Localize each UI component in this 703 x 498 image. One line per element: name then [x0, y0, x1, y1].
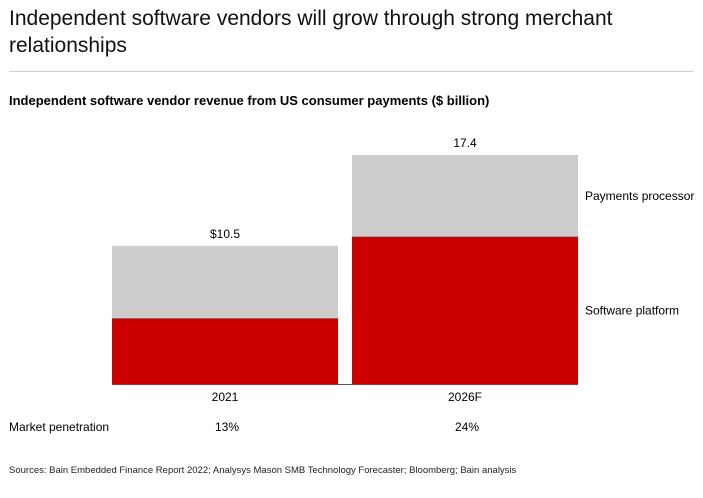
- x-tick-label-2021: 2021: [212, 390, 239, 404]
- headline: Independent software vendors will grow t…: [9, 7, 613, 57]
- bar-payments-processor-2026f: [352, 155, 578, 237]
- divider: [9, 71, 693, 72]
- x-tick-label-2026f: 2026F: [448, 390, 482, 404]
- market-penetration-value-2021: 13%: [215, 420, 240, 434]
- market-penetration-value-2026f: 24%: [455, 420, 480, 434]
- chart-title: Independent software vendor revenue from…: [9, 93, 490, 108]
- legend-label-payments-processor: Payments processor: [585, 189, 694, 203]
- total-label-2021: $10.5: [210, 227, 240, 241]
- legend-label-software-platform: Software platform: [585, 303, 679, 317]
- bar-software-platform-2021: [112, 318, 338, 384]
- source-note: Sources: Bain Embedded Finance Report 20…: [9, 465, 517, 476]
- total-label-2026f: 17.4: [453, 136, 477, 150]
- market-penetration-label: Market penetration: [9, 420, 110, 434]
- stacked-bar-chart: $10.5 2021 17.4 2026F Software platform Payme…: [112, 136, 694, 404]
- bar-software-platform-2026f: [352, 236, 578, 384]
- bar-payments-processor-2021: [112, 245, 338, 319]
